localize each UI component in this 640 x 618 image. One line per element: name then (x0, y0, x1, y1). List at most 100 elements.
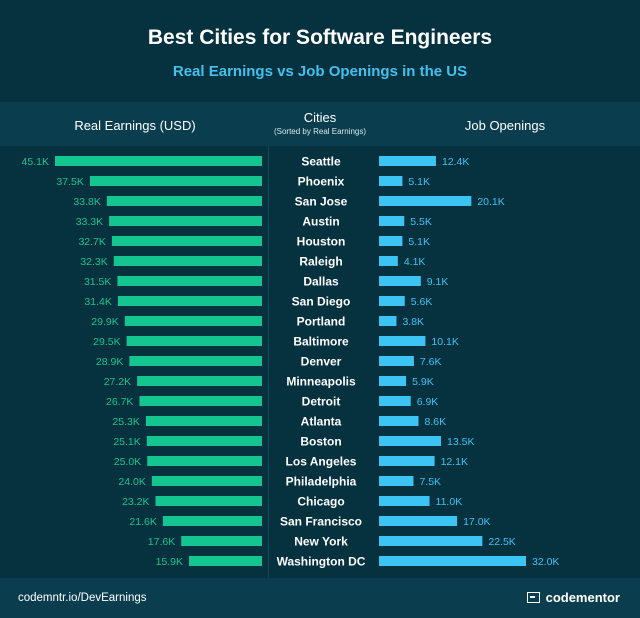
earnings-bar (139, 396, 262, 406)
jobs-value-label: 20.1K (477, 196, 504, 208)
earnings-value-label: 25.1K (113, 436, 140, 448)
jobs-value-label: 5.1K (408, 176, 430, 188)
earnings-bar (137, 376, 262, 386)
city-label: Los Angeles (286, 455, 357, 469)
earnings-value-label: 28.9K (96, 356, 123, 368)
jobs-bar (379, 376, 407, 386)
city-label: Washington DC (277, 555, 366, 569)
earnings-value-label: 29.9K (91, 316, 118, 328)
earnings-value-label: 31.5K (84, 276, 111, 288)
brand-name: codementor (545, 590, 620, 605)
earnings-bar (111, 236, 262, 246)
chart-subtitle: Real Earnings vs Job Openings in the US (172, 63, 468, 80)
jobs-bar (379, 176, 403, 186)
city-label: Detroit (302, 395, 341, 409)
jobs-value-label: 11.0K (436, 496, 463, 508)
city-label: San Jose (295, 195, 348, 209)
earnings-value-label: 25.3K (112, 416, 139, 428)
city-label: Chicago (297, 495, 344, 509)
earnings-value-label: 25.0K (114, 456, 141, 468)
jobs-bar (379, 296, 405, 306)
jobs-bar (379, 476, 414, 486)
earnings-bar (117, 276, 262, 286)
city-label: Philadelphia (286, 475, 357, 489)
earnings-value-label: 15.9K (156, 556, 183, 568)
city-label: Denver (301, 355, 342, 369)
source-link[interactable]: codemntr.io/DevEarnings (18, 592, 147, 604)
earnings-bar (181, 536, 262, 546)
city-label: Atlanta (301, 415, 342, 429)
jobs-bar (379, 356, 414, 366)
earnings-bar (162, 516, 262, 526)
jobs-value-label: 22.5K (488, 536, 515, 548)
earnings-bar (106, 196, 262, 206)
earnings-value-label: 45.1K (22, 156, 49, 168)
jobs-bar (379, 436, 442, 446)
jobs-bar (379, 516, 458, 526)
earnings-bar (55, 156, 262, 166)
brand-logo: codementor (526, 590, 620, 605)
jobs-value-label: 5.6K (411, 296, 433, 308)
city-label: San Francisco (280, 515, 362, 529)
earnings-bar (129, 356, 262, 366)
city-label: New York (294, 535, 348, 549)
jobs-value-label: 5.1K (408, 236, 430, 248)
city-label: Raleigh (299, 255, 342, 269)
jobs-bar (379, 256, 398, 266)
jobs-bar (379, 196, 472, 206)
city-label: Baltimore (293, 335, 349, 349)
earnings-value-label: 37.5K (56, 176, 83, 188)
jobs-value-label: 10.1K (431, 336, 458, 348)
jobs-value-label: 8.6K (425, 416, 447, 428)
jobs-bar (379, 456, 435, 466)
city-label: Minneapolis (286, 375, 356, 389)
earnings-bar (126, 336, 262, 346)
jobs-bar (379, 276, 421, 286)
jobs-bar (379, 536, 483, 546)
jobs-value-label: 13.5K (447, 436, 474, 448)
city-label: Phoenix (298, 175, 345, 189)
earnings-bar (155, 496, 262, 506)
jobs-bar (379, 216, 405, 226)
earnings-bar (145, 416, 262, 426)
jobs-value-label: 9.1K (427, 276, 449, 288)
earnings-bar (146, 436, 262, 446)
earnings-bar (109, 216, 263, 226)
jobs-bar (379, 156, 436, 166)
jobs-bar (379, 396, 411, 406)
earnings-bar (147, 456, 262, 466)
earnings-value-label: 21.6K (129, 516, 156, 528)
earnings-value-label: 27.2K (104, 376, 131, 388)
earnings-value-label: 32.3K (80, 256, 107, 268)
jobs-value-label: 6.9K (417, 396, 439, 408)
column-divider (268, 146, 269, 578)
jobs-bar (379, 496, 430, 506)
earnings-value-label: 33.8K (73, 196, 100, 208)
city-label: Houston (297, 235, 346, 249)
jobs-value-label: 4.1K (404, 256, 426, 268)
earnings-bar (189, 556, 262, 566)
jobs-value-label: 12.1K (441, 456, 468, 468)
jobs-value-label: 7.6K (420, 356, 442, 368)
jobs-bar (379, 556, 526, 566)
city-label: Portland (297, 315, 346, 329)
jobs-value-label: 12.4K (442, 156, 469, 168)
jobs-value-label: 5.5K (410, 216, 432, 228)
codementor-logo-icon (526, 592, 540, 603)
earnings-bar (124, 316, 262, 326)
earnings-value-label: 31.4K (84, 296, 111, 308)
earnings-bar (151, 476, 262, 486)
earnings-value-label: 29.5K (93, 336, 120, 348)
city-label: San Diego (292, 295, 351, 309)
jobs-value-label: 3.8K (402, 316, 424, 328)
cities-sort-note: (Sorted by Real Earnings) (273, 127, 367, 136)
earnings-value-label: 23.2K (122, 496, 149, 508)
earnings-value-label: 33.3K (76, 216, 103, 228)
chart-title: Best Cities for Software Engineers (147, 26, 493, 49)
earnings-bar (117, 296, 262, 306)
earnings-value-label: 17.6K (148, 536, 175, 548)
earnings-bar (89, 176, 263, 186)
jobs-value-label: 32.0K (532, 556, 559, 568)
jobs-column-header: Job Openings (464, 118, 546, 133)
